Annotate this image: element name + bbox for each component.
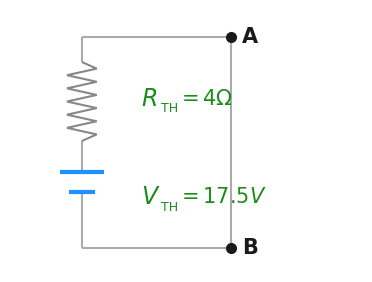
Text: $=4\Omega$: $=4\Omega$ bbox=[177, 89, 233, 109]
Text: B: B bbox=[242, 238, 258, 258]
Text: A: A bbox=[242, 27, 258, 47]
Text: $R$: $R$ bbox=[141, 87, 157, 111]
Text: TH: TH bbox=[161, 102, 178, 115]
Text: $V$: $V$ bbox=[141, 185, 161, 210]
Text: $=17.5V$: $=17.5V$ bbox=[177, 188, 266, 207]
Text: TH: TH bbox=[161, 201, 178, 214]
